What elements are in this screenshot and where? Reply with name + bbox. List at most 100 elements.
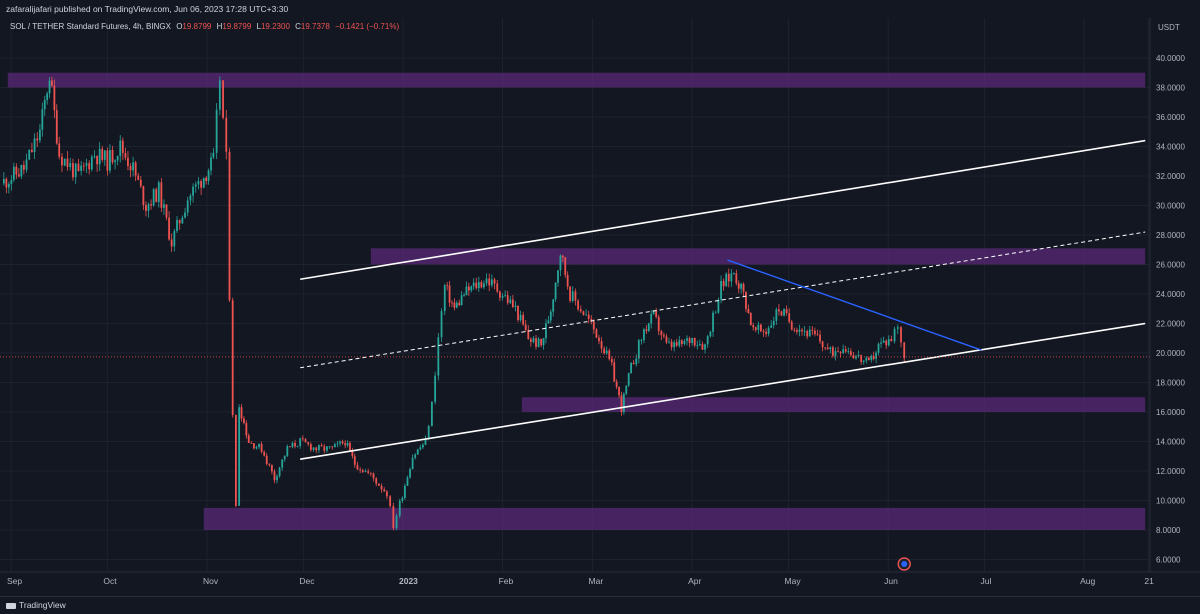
time-tick-label: Jul — [981, 576, 992, 586]
candle-body — [740, 283, 743, 289]
candle-body — [74, 163, 77, 178]
candle-body — [207, 170, 210, 181]
candle-body — [85, 163, 88, 166]
candle-body — [7, 184, 10, 188]
candle-body — [493, 279, 496, 284]
candle-body — [860, 355, 863, 362]
candle-body — [477, 282, 480, 289]
candle-body — [571, 291, 574, 301]
candle-body — [706, 336, 709, 345]
price-axis: 40.0000 38.0000 36.0000 34.0000 32.0000 30.00… — [1149, 18, 1200, 572]
candle-body — [480, 282, 483, 288]
candle-body — [197, 181, 200, 185]
candle-body — [722, 280, 725, 287]
candle-body — [625, 385, 628, 394]
price-overlay: 19.737802:01:26 — [0, 350, 1199, 571]
candle-body — [455, 302, 458, 308]
candle-body — [622, 393, 625, 412]
low-value: 19.2300 — [260, 22, 290, 31]
candle-body — [109, 149, 111, 171]
price-tick-label: 36.0000 — [1156, 113, 1185, 122]
price-chart[interactable]: 19.737802:01:26 40.0000 38.0000 36.0000 34.… — [0, 18, 1200, 596]
candle-body — [238, 407, 241, 506]
candle-body — [867, 357, 870, 360]
candle-body — [25, 159, 28, 170]
chart-area[interactable] — [0, 18, 1200, 596]
candle-body — [668, 341, 670, 343]
candle-body — [587, 314, 590, 319]
candle-body — [808, 329, 811, 337]
candle-body — [356, 464, 359, 470]
candle-body — [286, 446, 289, 457]
time-tick-label: Jun — [884, 576, 898, 586]
candle-body — [765, 331, 767, 334]
candle-body — [608, 350, 611, 360]
candle-body — [590, 318, 593, 322]
candle-body — [678, 340, 681, 346]
candle-body — [101, 148, 104, 160]
candle-body — [900, 327, 902, 343]
tradingview-logo[interactable]: TradingView — [6, 597, 66, 614]
candle-body — [747, 308, 750, 314]
candle-body — [178, 219, 181, 224]
candle-body — [351, 450, 354, 457]
price-tick-label: 10.0000 — [1156, 497, 1185, 506]
candle-body — [511, 299, 514, 307]
price-tick-label: 38.0000 — [1156, 84, 1185, 93]
candle-body — [61, 156, 63, 166]
candle-body — [547, 320, 550, 324]
candle-body — [872, 355, 875, 359]
candle-body — [114, 160, 117, 163]
candle-body — [529, 339, 532, 343]
candle-body — [276, 476, 278, 481]
candle-body — [509, 299, 512, 303]
candle-body — [346, 443, 349, 446]
candle-body — [231, 300, 234, 416]
candle-body — [903, 342, 906, 359]
candle-body — [579, 309, 582, 312]
candle-body — [842, 349, 845, 353]
candle-body — [890, 339, 893, 342]
candle-body — [514, 305, 517, 307]
candle-body — [496, 283, 499, 292]
candle-body — [811, 329, 814, 331]
candle-body — [745, 291, 747, 309]
candle-body — [882, 340, 885, 343]
time-tick-label: Dec — [299, 576, 315, 586]
candle-body — [82, 165, 85, 167]
candle-body — [821, 341, 824, 348]
candle-body — [263, 451, 266, 456]
candle-body — [186, 200, 189, 213]
candle-body — [422, 444, 424, 448]
candle-body — [569, 286, 571, 301]
candle-body — [618, 386, 620, 396]
candle-body — [733, 273, 735, 275]
candle-body — [41, 109, 44, 130]
candle-body — [829, 347, 832, 350]
price-tick-label: 12.0000 — [1156, 467, 1185, 476]
candle-body — [652, 310, 655, 315]
candle-body — [519, 314, 522, 320]
price-zone — [7, 72, 1146, 88]
candle-body — [488, 278, 491, 286]
candle-body — [506, 295, 509, 303]
candle-body — [742, 283, 745, 292]
candle-body — [20, 164, 23, 177]
price-tick-label: 8.0000 — [1156, 526, 1181, 535]
candle-body — [212, 152, 215, 158]
candle-body — [640, 340, 643, 341]
time-tick-label: Mar — [589, 576, 604, 586]
candle-body — [139, 179, 142, 187]
candle-body — [170, 239, 173, 247]
candle-body — [30, 149, 33, 153]
candle-body — [147, 204, 150, 211]
price-tick-label: 40.0000 — [1156, 54, 1185, 63]
candle-body — [632, 362, 635, 365]
candle-body — [90, 156, 93, 170]
candle-body — [398, 500, 401, 516]
candle-body — [165, 204, 168, 218]
candle-body — [660, 331, 663, 336]
candle-body — [448, 285, 451, 303]
candle-body — [561, 255, 564, 258]
price-zone — [203, 507, 1146, 530]
